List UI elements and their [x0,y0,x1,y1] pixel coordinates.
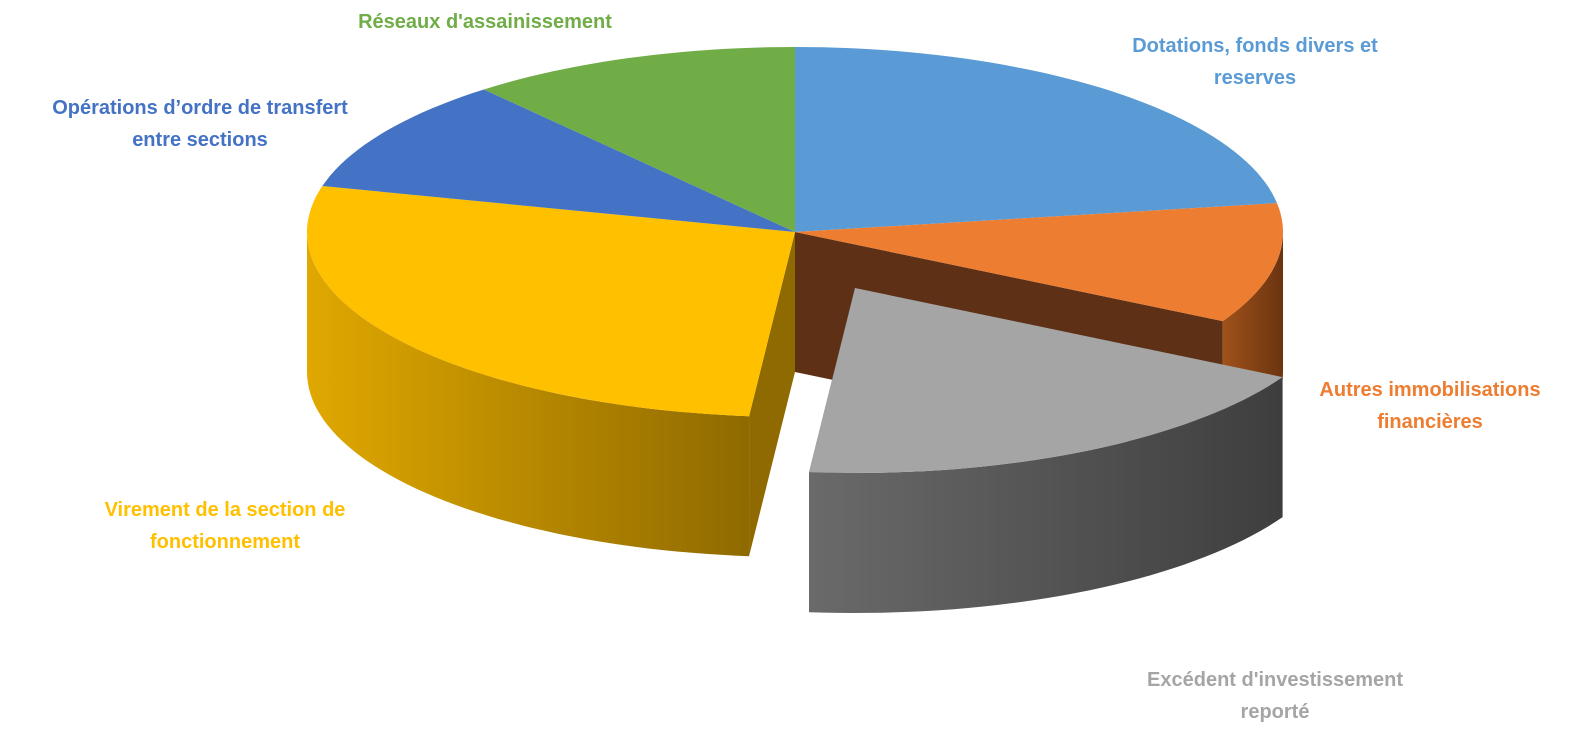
label-excedent-line-1: Excédent d'investissement [1147,669,1403,691]
label-dotations-line-1: Dotations, fonds divers et [1132,35,1378,57]
label-virement-line-1: Virement de la section de [104,499,346,521]
slice-virement [307,186,795,417]
slice-inner-wall-virement [749,232,795,557]
slice-side-virement [307,232,750,557]
label-excedent-line-2: reporté [1240,701,1310,723]
label-dotations: Dotations, fonds divers et reserves [1100,30,1410,94]
label-autres-line-2: financières [1377,411,1483,433]
label-reseaux: Réseaux d'assainissement [325,6,645,38]
label-virement: Virement de la section de fonctionnement [70,494,380,558]
slice-operations-ordre [322,89,795,232]
label-operations-line-2: entre sections [132,129,268,151]
label-operations-line-1: Opérations d’ordre de transfert [52,97,348,119]
label-excedent: Excédent d'investissement reporté [1115,664,1435,728]
label-autres-immobilisations: Autres immobilisations financières [1295,374,1565,438]
label-dotations-line-2: reserves [1213,67,1297,89]
label-virement-line-2: fonctionnement [150,531,300,553]
slice-reseaux [483,47,795,232]
slice-side-excedent [809,377,1283,613]
slice-dotations [795,47,1277,232]
label-operations-ordre: Opérations d’ordre de transfert entre se… [10,92,390,156]
label-autres-line-1: Autres immobilisations [1319,379,1541,401]
slice-autres-immobilisations [795,203,1283,322]
slice-excedent [809,288,1283,473]
label-reseaux-line-1: Réseaux d'assainissement [358,11,612,33]
